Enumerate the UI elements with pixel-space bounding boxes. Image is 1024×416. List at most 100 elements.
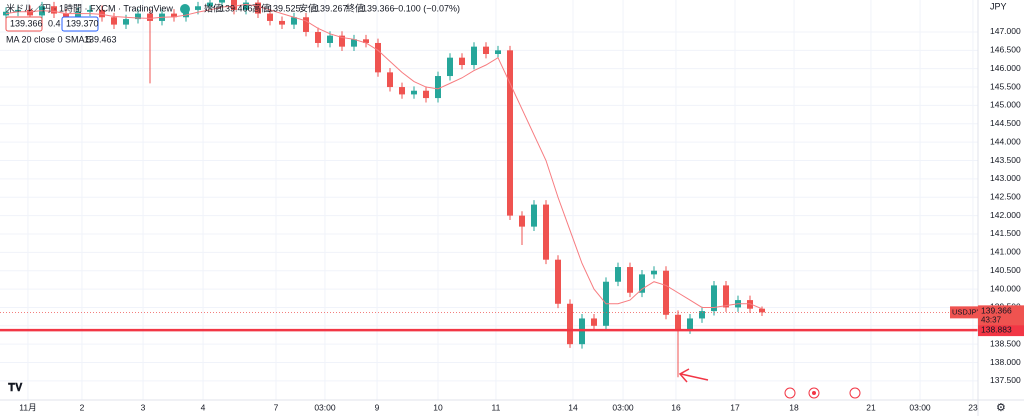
candle-body [339, 35, 345, 47]
x-tick-label: 2 [80, 402, 85, 412]
candle-body [291, 17, 297, 25]
close-value: 139.366 [362, 3, 395, 13]
event-icons [784, 387, 861, 399]
candle-body [531, 204, 537, 227]
candle-body [699, 311, 705, 319]
level-label: 138.883 [981, 324, 1012, 334]
candle-body [135, 13, 141, 20]
chart-title: 米ドル／円 · 1時間 · FXCM · TradingView [6, 2, 173, 13]
candle-body [51, 6, 57, 14]
ask: 139.370 [66, 18, 99, 28]
x-tick-label: 16 [671, 402, 681, 412]
candle-body [675, 314, 681, 330]
symbol: USDJPY [952, 307, 982, 316]
candle-body [303, 17, 309, 32]
arrow [678, 368, 709, 383]
x-tick-label: 11 [492, 402, 501, 412]
candle-body [279, 20, 285, 25]
candle-body [567, 303, 573, 345]
high-value: 139.525 [268, 3, 301, 13]
low-label: 安値 [299, 2, 317, 13]
candle-body [327, 35, 333, 43]
x-tick-label: 03:00 [612, 402, 634, 412]
settings-icon[interactable]: ⚙ [996, 402, 1006, 414]
candle-body [411, 90, 417, 95]
candle-body [627, 267, 633, 293]
candle-body [543, 204, 549, 260]
candle-body [75, 11, 81, 21]
candle-body [447, 57, 453, 77]
x-tick-label: 21 [866, 402, 876, 412]
candle-body [171, 13, 177, 18]
candle-body [495, 50, 501, 54]
y-tick-label: 142.000 [990, 210, 1021, 220]
candle-body [99, 9, 105, 18]
candle-body [267, 13, 273, 21]
candle-body [639, 274, 645, 293]
level-tag [978, 324, 1024, 337]
candle-body [423, 90, 429, 99]
close-label: 終値 [346, 2, 364, 13]
candle-body [27, 9, 33, 16]
candle-body [255, 2, 261, 14]
ma-value: 139.463 [84, 34, 117, 44]
candle-body [195, 6, 201, 10]
candle-body [15, 9, 21, 12]
x-tick-label: 03:00 [314, 402, 336, 412]
candle-body [147, 13, 153, 21]
low-value: 139.267 [315, 3, 348, 13]
change: −0.100 (−0.07%) [393, 3, 460, 13]
candle-body [747, 300, 753, 309]
bid: 139.366 [10, 18, 43, 28]
candle-body [87, 9, 93, 12]
logo: 𝐓𝐕 [8, 382, 23, 394]
currency[interactable]: JPY [990, 1, 1007, 11]
candle-body [663, 270, 669, 315]
candle-body [555, 259, 561, 304]
y-tick-label: 142.500 [990, 191, 1021, 201]
x-tick-label: 03:00 [909, 402, 931, 412]
y-tick-label: 144.500 [990, 118, 1021, 128]
y-tick-label: 147.000 [990, 26, 1021, 36]
candle-body [519, 215, 525, 227]
countdown: 43:37 [981, 315, 1002, 324]
y-tick-label: 141.500 [990, 228, 1021, 238]
ma-line [5, 3, 763, 310]
candle-body [651, 270, 657, 275]
ma-label: MA 20 close 0 SMA 5 [6, 34, 92, 44]
y-tick-label: 140.000 [990, 283, 1021, 293]
spread: 0.4 [48, 18, 61, 28]
candle-body [375, 42, 381, 73]
candle-body [207, 2, 213, 7]
x-tick-label: 3 [141, 402, 146, 412]
x-tick-label: 18 [789, 402, 799, 412]
candle-body [123, 19, 129, 25]
y-tick-label: 141.000 [990, 247, 1021, 257]
bid-box[interactable] [5, 16, 43, 32]
ask-box[interactable] [61, 16, 99, 32]
candle-body [483, 46, 489, 54]
x-tick-label: 10 [433, 402, 443, 412]
y-tick-label: 140.500 [990, 265, 1021, 275]
candle-body [435, 76, 441, 99]
candle-body [687, 318, 693, 330]
y-tick-label: 146.500 [990, 45, 1021, 55]
grid [0, 0, 978, 400]
candle-body [471, 46, 477, 66]
candle-body [243, 2, 249, 10]
x-tick-label: 17 [730, 402, 740, 412]
y-tick-label: 145.000 [990, 100, 1021, 110]
candle-body [759, 308, 765, 313]
open-label: 始値 [204, 2, 222, 13]
x-tick-label: 11月 [19, 402, 36, 412]
candle-body [351, 39, 357, 47]
y-tick-label: 146.000 [990, 63, 1021, 73]
y-tick-label: 143.500 [990, 155, 1021, 165]
price-label: 139.366 [981, 306, 1012, 316]
symbol-tag [950, 306, 978, 319]
candle-body [219, 0, 225, 3]
y-tick-label: 138.000 [990, 357, 1021, 367]
axes: 137.500138.000138.500139.000139.500140.0… [19, 26, 1024, 412]
x-tick-label: 4 [201, 402, 206, 412]
